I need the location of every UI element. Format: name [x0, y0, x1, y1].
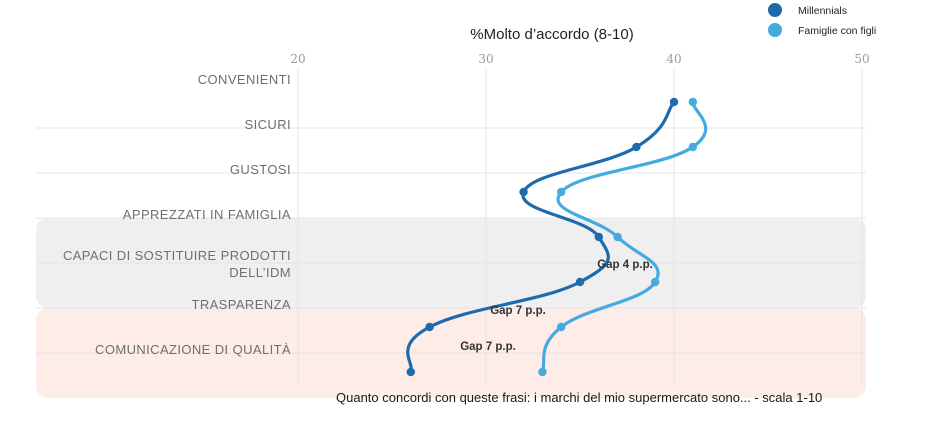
legend: Millennials Famiglie con figli — [768, 3, 876, 37]
data-point — [669, 97, 679, 107]
data-point — [688, 97, 697, 107]
legend-marker — [768, 23, 782, 37]
grid — [36, 68, 866, 384]
data-point — [538, 367, 547, 377]
x-tick-label: 20 — [290, 52, 305, 66]
chart-title: %Molto d’accordo (8-10) — [470, 26, 633, 43]
category-label: CONVENIENTI — [198, 72, 291, 87]
data-point — [575, 277, 585, 287]
category-label: GUSTOSI — [230, 162, 291, 177]
data-point — [594, 232, 603, 242]
category-label: TRASPARENZA — [191, 297, 291, 312]
data-point — [406, 367, 415, 377]
series-points — [406, 97, 697, 377]
x-tick-label: 30 — [478, 52, 493, 66]
chart-caption: Quanto concordi con queste frasi: i marc… — [336, 390, 823, 405]
legend-label: Famiglie con figli — [798, 25, 876, 37]
legend-marker — [768, 3, 782, 17]
data-point — [632, 142, 641, 152]
data-point — [613, 232, 622, 242]
data-point — [425, 322, 434, 332]
category-label: DELL’IDM — [229, 265, 291, 280]
category-label: CAPACI DI SOSTITUIRE PRODOTTI — [63, 248, 291, 263]
x-tick-labels: 20 30 40 50 — [290, 52, 869, 66]
gap-annotation: Gap 7 p.p. — [490, 305, 546, 317]
data-point — [557, 187, 566, 197]
annotations: Gap 4 p.p. Gap 7 p.p. Gap 7 p.p. — [460, 259, 653, 353]
category-labels: CONVENIENTI SICURI GUSTOSI APPREZZATI IN FA… — [63, 72, 291, 357]
gap-annotation: Gap 7 p.p. — [460, 341, 516, 353]
legend-label: Millennials — [798, 5, 847, 17]
gap-annotation: Gap 4 p.p. — [597, 259, 653, 271]
x-tick-label: 50 — [854, 52, 869, 66]
data-point — [557, 322, 566, 332]
category-label: APPREZZATI IN FAMIGLIA — [123, 207, 291, 222]
data-point — [651, 277, 660, 287]
category-label: COMUNICAZIONE DI QUALITÀ — [95, 342, 291, 357]
data-point — [519, 187, 528, 197]
x-tick-label: 40 — [666, 52, 681, 66]
data-point — [688, 142, 697, 152]
category-label: SICURI — [245, 117, 291, 132]
